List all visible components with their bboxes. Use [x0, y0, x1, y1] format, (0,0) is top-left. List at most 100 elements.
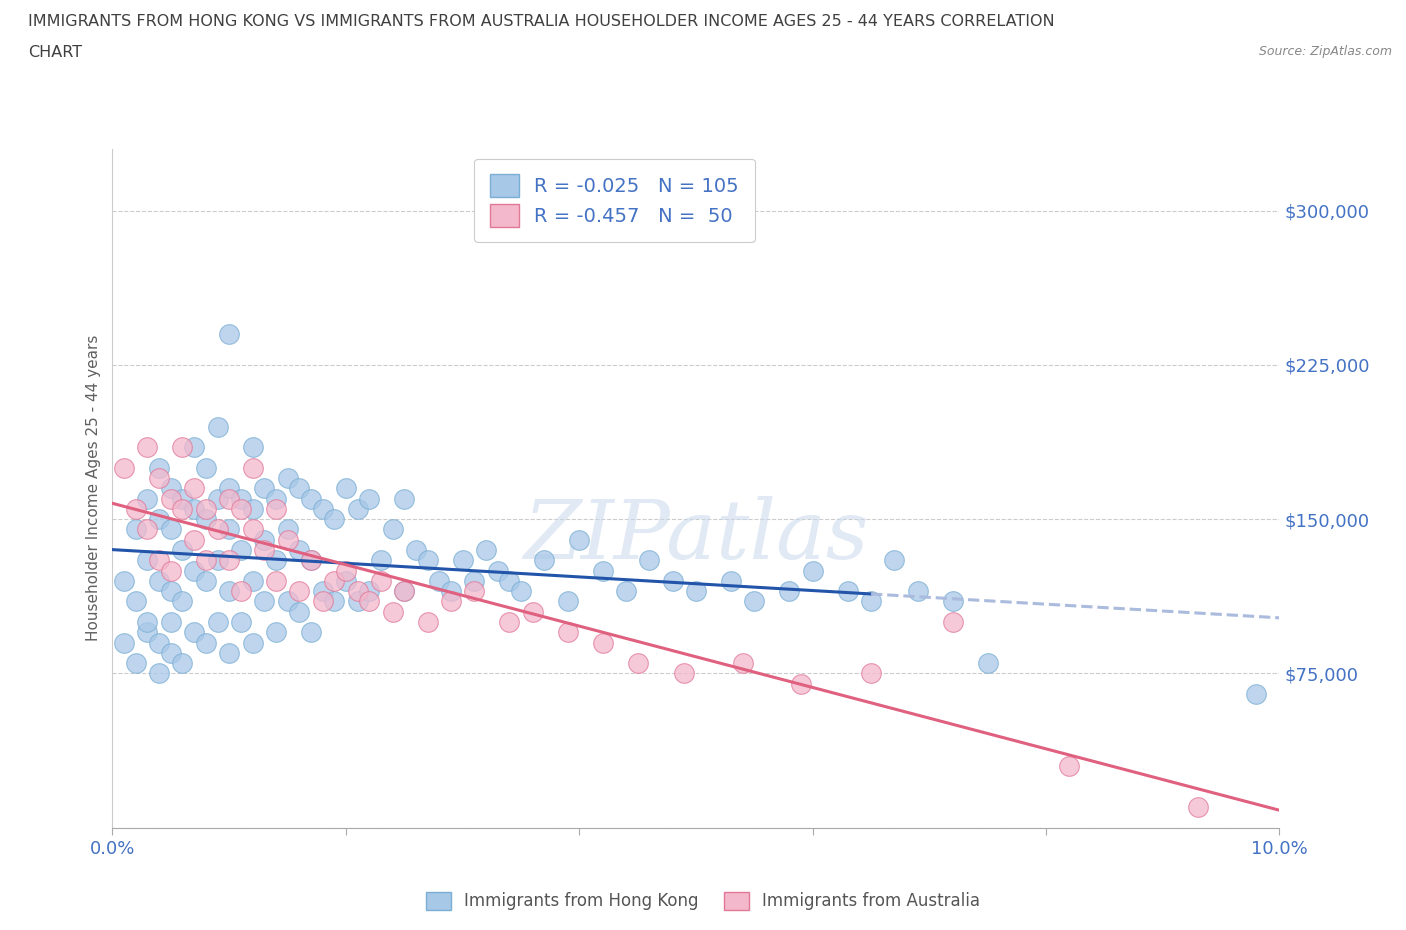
Point — [207, 522, 229, 537]
Point — [359, 594, 381, 609]
Point — [194, 512, 217, 526]
Point — [299, 625, 322, 640]
Point — [136, 522, 159, 537]
Point — [370, 552, 392, 567]
Point — [160, 645, 183, 660]
Point — [837, 584, 859, 599]
Point — [288, 542, 311, 557]
Point — [148, 512, 170, 526]
Point — [229, 615, 252, 630]
Point — [242, 522, 264, 537]
Point — [194, 460, 217, 475]
Point — [1187, 800, 1209, 815]
Point — [148, 552, 170, 567]
Point — [311, 501, 333, 516]
Point — [207, 419, 229, 434]
Point — [160, 481, 183, 496]
Point — [242, 574, 264, 589]
Point — [112, 460, 135, 475]
Legend: R = -0.025   N = 105, R = -0.457   N =  50: R = -0.025 N = 105, R = -0.457 N = 50 — [474, 158, 755, 243]
Point — [311, 584, 333, 599]
Point — [125, 522, 148, 537]
Point — [801, 563, 824, 578]
Text: ZIPatlas: ZIPatlas — [523, 496, 869, 576]
Point — [276, 522, 298, 537]
Point — [218, 522, 240, 537]
Point — [440, 584, 463, 599]
Point — [207, 615, 229, 630]
Point — [242, 460, 264, 475]
Point — [522, 604, 544, 619]
Point — [475, 542, 498, 557]
Point — [136, 552, 159, 567]
Point — [229, 542, 252, 557]
Point — [392, 584, 416, 599]
Point — [112, 635, 135, 650]
Point — [778, 584, 800, 599]
Point — [136, 491, 159, 506]
Point — [194, 552, 217, 567]
Point — [136, 625, 159, 640]
Point — [742, 594, 765, 609]
Point — [253, 532, 276, 547]
Point — [942, 594, 965, 609]
Point — [160, 491, 183, 506]
Point — [731, 656, 754, 671]
Point — [276, 594, 298, 609]
Point — [276, 532, 298, 547]
Point — [172, 491, 194, 506]
Point — [323, 594, 346, 609]
Point — [148, 574, 170, 589]
Point — [392, 491, 416, 506]
Point — [172, 656, 194, 671]
Y-axis label: Householder Income Ages 25 - 44 years: Householder Income Ages 25 - 44 years — [86, 335, 101, 642]
Point — [883, 552, 905, 567]
Point — [183, 501, 205, 516]
Point — [416, 615, 439, 630]
Point — [218, 481, 240, 496]
Point — [218, 584, 240, 599]
Point — [218, 645, 240, 660]
Point — [218, 491, 240, 506]
Point — [229, 584, 252, 599]
Point — [568, 532, 591, 547]
Point — [229, 491, 252, 506]
Point — [264, 625, 287, 640]
Point — [440, 594, 463, 609]
Point — [288, 604, 311, 619]
Point — [498, 574, 520, 589]
Point — [907, 584, 929, 599]
Point — [346, 594, 368, 609]
Text: CHART: CHART — [28, 45, 82, 60]
Point — [557, 625, 579, 640]
Point — [194, 501, 217, 516]
Point — [416, 552, 439, 567]
Point — [264, 491, 287, 506]
Point — [859, 666, 883, 681]
Point — [148, 666, 170, 681]
Point — [346, 584, 368, 599]
Point — [592, 635, 614, 650]
Point — [125, 501, 148, 516]
Point — [125, 656, 148, 671]
Point — [661, 574, 683, 589]
Point — [288, 481, 311, 496]
Point — [172, 594, 194, 609]
Point — [160, 522, 183, 537]
Point — [125, 594, 148, 609]
Point — [253, 542, 276, 557]
Point — [148, 460, 170, 475]
Point — [638, 552, 661, 567]
Point — [1059, 759, 1081, 774]
Point — [264, 574, 287, 589]
Point — [614, 584, 637, 599]
Point — [311, 594, 333, 609]
Point — [626, 656, 648, 671]
Point — [183, 625, 205, 640]
Point — [463, 584, 485, 599]
Point — [323, 512, 346, 526]
Point — [720, 574, 742, 589]
Point — [183, 481, 205, 496]
Point — [276, 471, 298, 485]
Point — [463, 574, 485, 589]
